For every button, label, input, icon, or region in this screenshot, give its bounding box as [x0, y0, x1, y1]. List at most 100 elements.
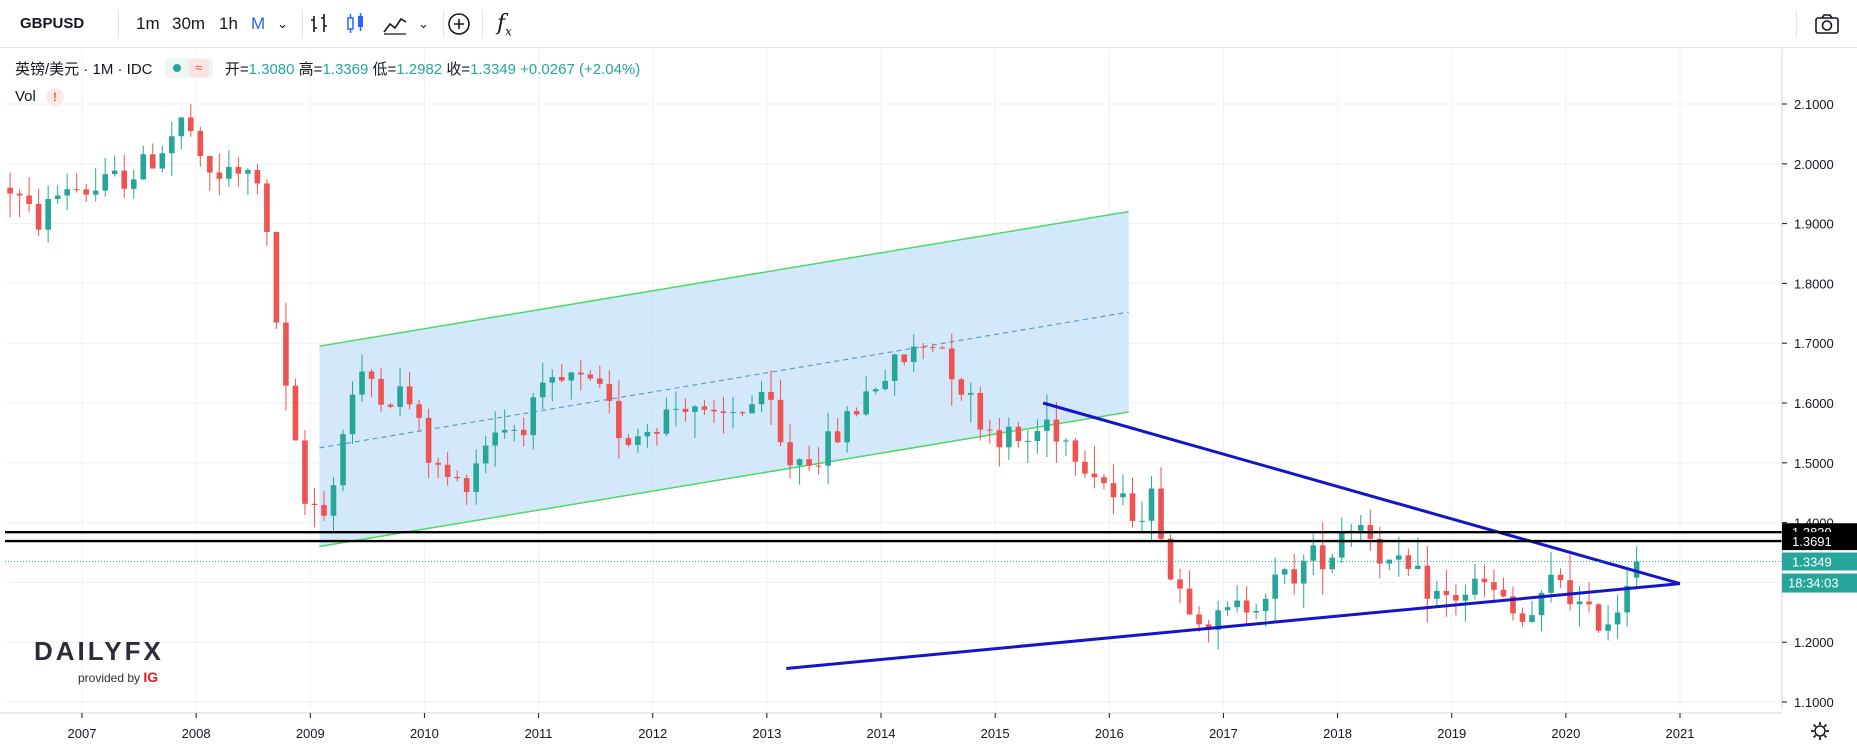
candle-body — [530, 397, 537, 436]
candle-body — [872, 389, 879, 392]
candle-body — [654, 431, 660, 434]
price-chart[interactable]: 2.1000 2.0000 1.9000 1.8000 1.7000 1.6000 1.50… — [0, 49, 1857, 751]
time-tick-label: 2014 — [867, 726, 896, 741]
candle-body — [1262, 598, 1269, 612]
candle-body — [482, 445, 489, 464]
candle-body — [473, 463, 479, 492]
candle-body — [35, 203, 42, 230]
interval-1h-button[interactable]: 1h — [219, 14, 238, 33]
candle-body — [882, 380, 888, 390]
price-label: 1.3691 — [1792, 534, 1832, 549]
plus-circle-icon[interactable] — [444, 10, 474, 38]
candle-body — [425, 417, 432, 463]
candle-body — [1500, 589, 1507, 597]
horizontal-lines[interactable] — [5, 531, 1782, 563]
candle-body — [188, 117, 194, 131]
candle-body — [815, 465, 822, 467]
candle-body — [140, 154, 147, 180]
candle-body — [948, 348, 955, 380]
interval-month-button[interactable]: M — [251, 14, 266, 33]
candle-body — [1338, 531, 1345, 558]
candle-body — [1053, 419, 1060, 442]
candle-body — [1567, 580, 1573, 605]
gear-tooth — [1812, 734, 1817, 739]
candle-body — [1481, 578, 1488, 583]
price-tick-label: 1.9000 — [1794, 217, 1834, 232]
candle-body — [1158, 488, 1164, 539]
candle-body — [806, 459, 812, 466]
price-axis[interactable]: 2.1000 2.0000 1.9000 1.8000 1.7000 1.6000 1.50… — [1781, 49, 1857, 710]
symbol-search-button[interactable]: GBPUSD — [20, 15, 85, 32]
candle-body — [967, 392, 974, 395]
candle-body — [245, 169, 251, 174]
candle-body — [1072, 440, 1079, 462]
chart-type-dropdown-chevron-icon[interactable]: ⌄ — [418, 16, 429, 31]
toolbar-divider — [443, 10, 444, 38]
candle-body — [1434, 590, 1440, 599]
candle-body — [254, 169, 261, 184]
candle-style-icon[interactable] — [341, 10, 371, 38]
logo-brand: DAILY — [34, 636, 125, 666]
candle-body — [701, 406, 708, 410]
candle-body — [1415, 565, 1421, 569]
area-style-icon[interactable] — [380, 10, 410, 38]
candle-body — [1243, 600, 1250, 613]
fx-icon[interactable]: fx — [497, 11, 512, 39]
candle-body — [397, 386, 403, 407]
channel-lower-line — [319, 411, 1129, 548]
candle-body — [197, 130, 204, 157]
candle-body — [1034, 430, 1041, 441]
candle-body — [26, 195, 32, 204]
candle-body — [1167, 538, 1174, 580]
candle-body — [520, 429, 527, 436]
candle-body — [1101, 477, 1107, 484]
candle-body — [1120, 493, 1126, 498]
candle-body — [1110, 483, 1117, 498]
candle-body — [901, 354, 908, 363]
candle-body — [844, 411, 850, 443]
series-title: 英镑/美元 · 1M · IDC — [15, 61, 153, 78]
candle-body — [511, 429, 518, 431]
price-tick-label: 1.7000 — [1794, 336, 1834, 351]
channel-drawing[interactable] — [319, 210, 1129, 548]
time-tick-label: 2015 — [981, 726, 1010, 741]
time-axis[interactable]: 2007 2008 2009 2010 2011 2012 2013 2014 2015 2016… — [0, 709, 1857, 751]
candle-body — [1529, 615, 1535, 622]
time-tick-label: 2011 — [525, 726, 553, 741]
triangle-drawing[interactable] — [786, 401, 1681, 671]
candle-body — [1319, 545, 1326, 570]
candle-body — [606, 383, 613, 401]
candle-body — [292, 385, 299, 441]
candle-body — [644, 431, 651, 437]
candle-body — [111, 170, 118, 175]
interval-30m-button[interactable]: 30m — [172, 14, 206, 33]
interval-dropdown-chevron-icon[interactable]: ⌄ — [277, 16, 288, 31]
channel-fill — [319, 211, 1129, 547]
legend-toggle[interactable]: ≈ — [164, 58, 213, 79]
candle-body — [1329, 557, 1336, 570]
time-tick-label: 2018 — [1323, 726, 1352, 741]
candle-body — [1253, 611, 1259, 613]
price-tick-label: 2.0000 — [1794, 157, 1834, 172]
candle-body — [311, 503, 318, 506]
change-value: +0.0267 (+2.04%) — [520, 61, 641, 78]
warning-icon[interactable]: ! — [45, 88, 64, 106]
candle-body — [368, 371, 375, 379]
candle-body — [1462, 594, 1469, 601]
candle-body — [302, 440, 308, 504]
candle-body — [1291, 569, 1297, 584]
volume-legend: Vol! — [15, 88, 64, 106]
candle-body — [273, 231, 280, 323]
candle-body — [501, 429, 508, 433]
series-legend: 英镑/美元 · 1M · IDC ≈ 开=1.3080 高=1.3369 低=1… — [15, 58, 640, 80]
candle-body — [235, 167, 242, 174]
camera-icon[interactable] — [1812, 10, 1842, 38]
time-tick-label: 2009 — [296, 726, 325, 741]
interval-1m-button[interactable]: 1m — [136, 14, 160, 33]
bar-style-icon[interactable] — [306, 10, 336, 38]
candle-body — [1453, 595, 1459, 601]
price-tick-label: 1.8000 — [1794, 276, 1834, 291]
candle-body — [73, 189, 80, 191]
candle-body — [853, 411, 860, 415]
candle-body — [616, 400, 622, 439]
